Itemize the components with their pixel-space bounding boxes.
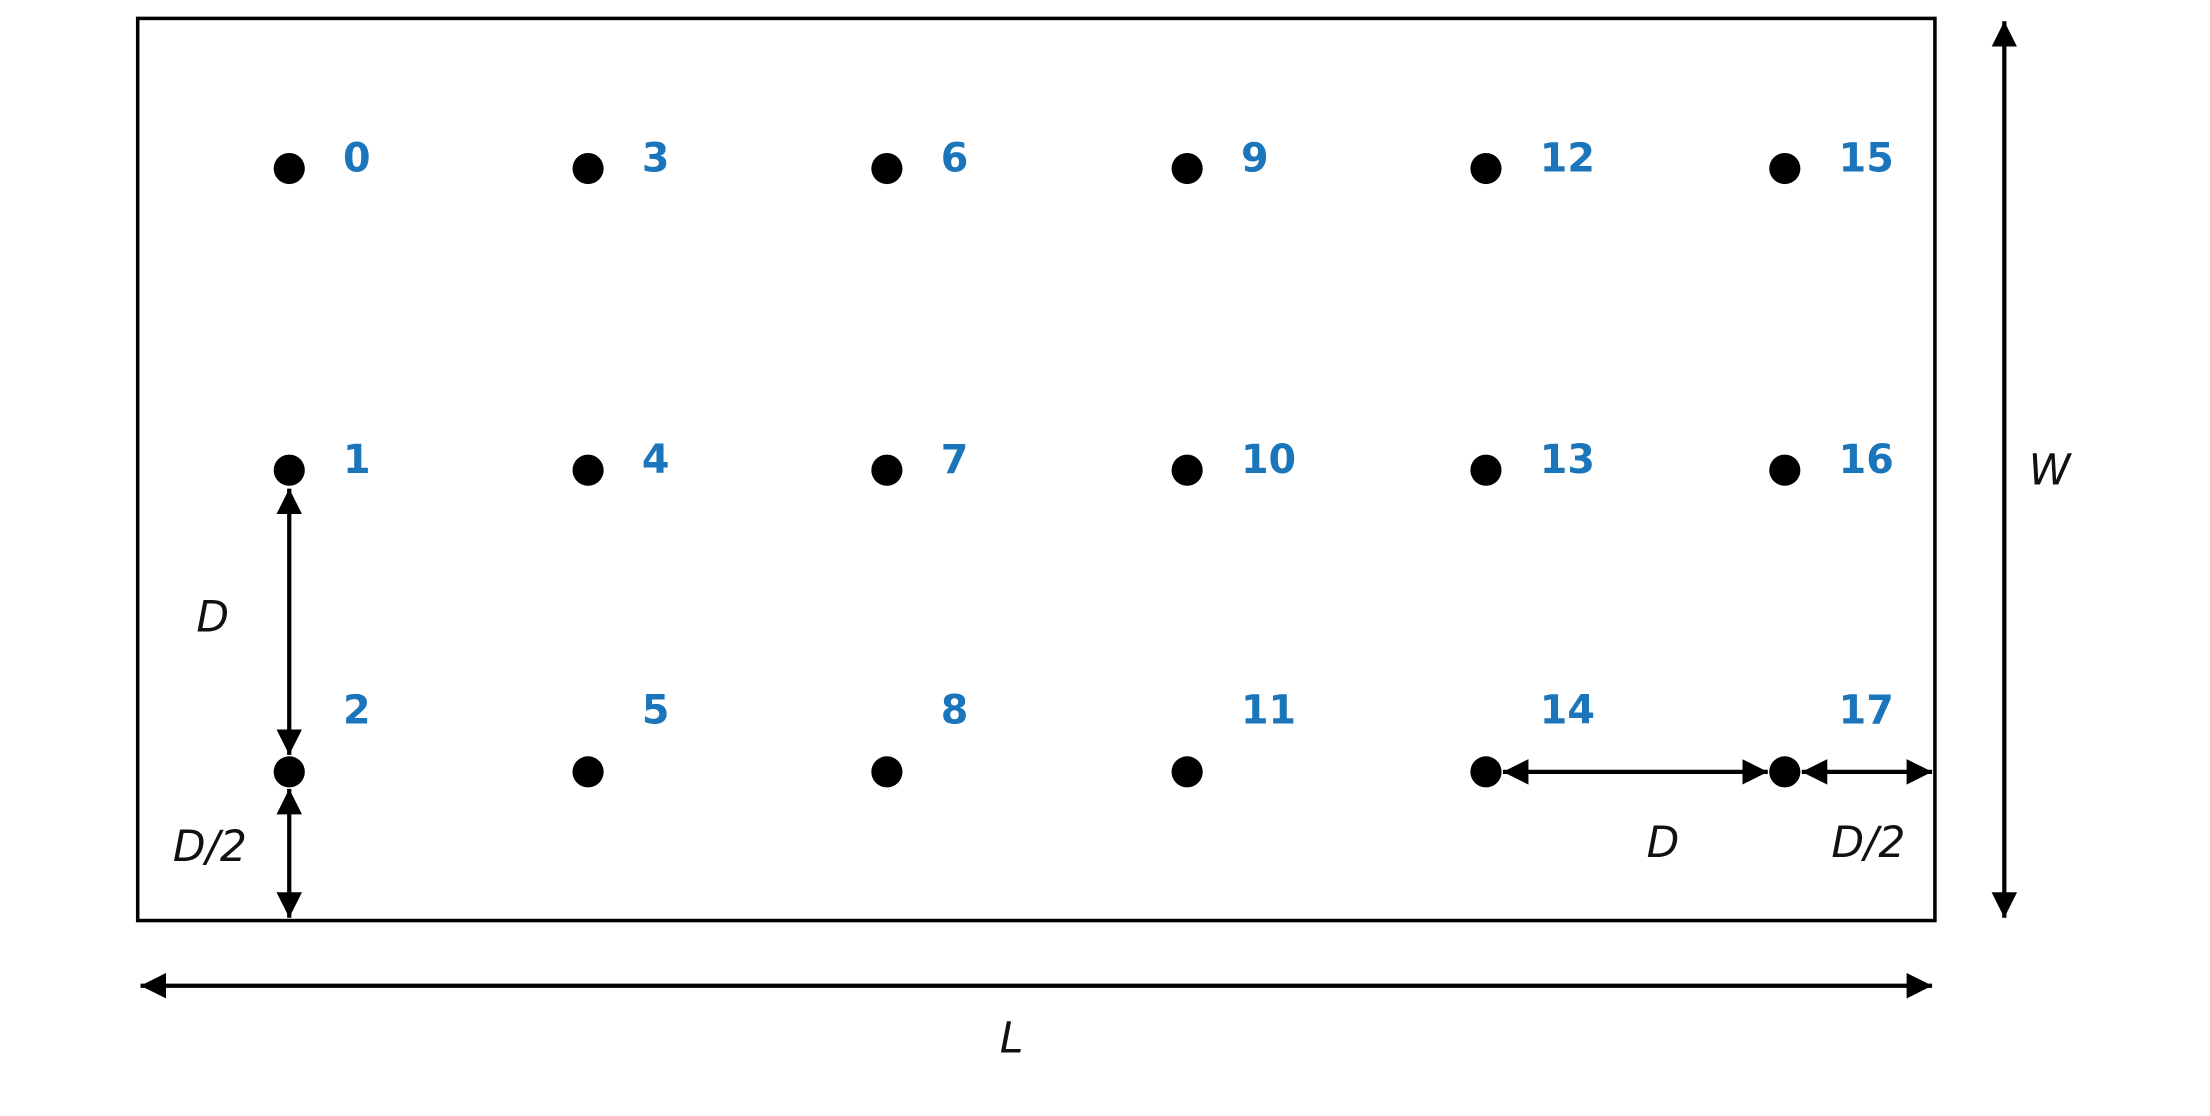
node-label: 1: [343, 437, 371, 483]
node-label: 13: [1540, 437, 1595, 483]
node-dot: [871, 152, 903, 185]
dimension-label: D: [196, 594, 229, 643]
node-dot: [572, 454, 604, 486]
node-dot: [1470, 152, 1502, 185]
node-dot: [1470, 454, 1502, 486]
node-dot: [1769, 756, 1801, 788]
node-dot: [1171, 152, 1203, 185]
node-label: 5: [642, 688, 670, 734]
node-dot: [871, 454, 903, 486]
node-label: 3: [642, 135, 670, 181]
node-label: 8: [941, 688, 969, 734]
node-dot: [273, 756, 305, 788]
dimension-label: D: [1647, 819, 1680, 868]
node-dot: [273, 454, 305, 486]
node-label: 17: [1839, 688, 1894, 734]
dimension-label: L: [1000, 1014, 1024, 1063]
node-dot: [1769, 152, 1801, 185]
node-dot: [1470, 756, 1502, 788]
node-dot: [572, 152, 604, 185]
dimension-label: W: [2029, 446, 2073, 495]
node-dot: [1171, 454, 1203, 486]
node-label: 11: [1241, 688, 1296, 734]
node-dot: [1769, 454, 1801, 486]
node-label: 7: [941, 437, 969, 483]
node-label: 14: [1540, 688, 1595, 734]
node-dot: [1171, 756, 1203, 788]
node-label: 10: [1241, 437, 1296, 483]
node-label: 12: [1540, 135, 1595, 181]
field-boundary: [135, 16, 1937, 923]
node-label: 16: [1839, 437, 1894, 483]
dimension-label: D/2: [173, 823, 247, 872]
node-label: 6: [941, 135, 969, 181]
node-label: 15: [1839, 135, 1894, 181]
node-dot: [273, 152, 305, 185]
node-dot: [572, 756, 604, 788]
node-label: 4: [642, 437, 670, 483]
node-label: 0: [343, 135, 371, 181]
node-label: 9: [1241, 135, 1269, 181]
node-dot: [871, 756, 903, 788]
dimension-label: D/2: [1831, 819, 1905, 868]
node-label: 2: [343, 688, 371, 734]
